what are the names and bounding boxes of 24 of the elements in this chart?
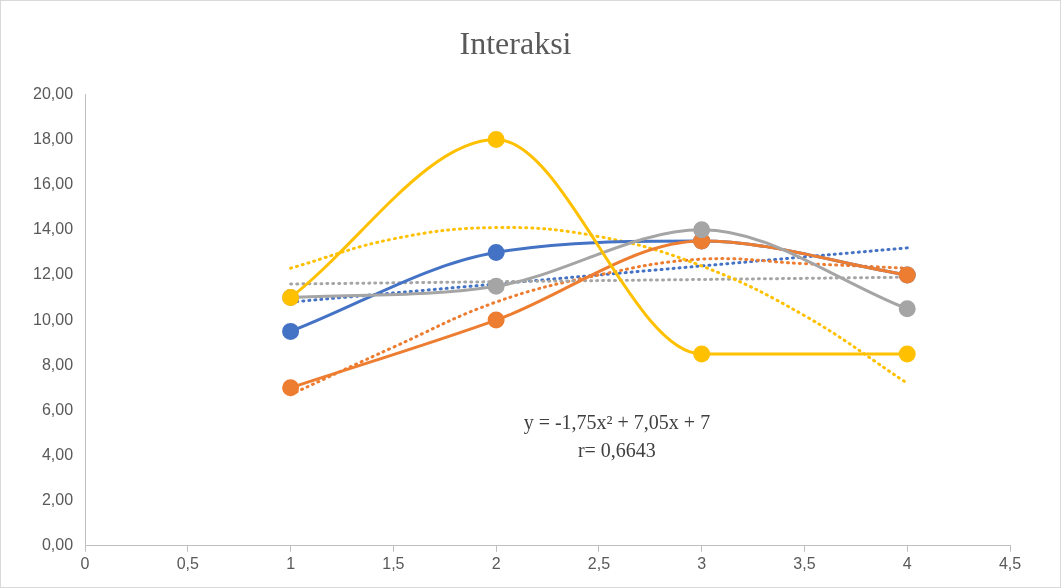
y-tick-label: 18,00	[32, 129, 74, 147]
y-tick-label: 0,00	[41, 536, 74, 554]
y-tick-label: 14,00	[32, 220, 74, 238]
x-tick-label: 2	[491, 554, 501, 572]
y-tick-label: 20,00	[32, 84, 74, 102]
x-tick-label: 0	[80, 554, 90, 572]
y-tick-label: 8,00	[41, 355, 74, 373]
y-tick-label: 12,00	[32, 265, 74, 283]
y-tick-label: 4,00	[41, 445, 74, 463]
y-tick-label: 10,00	[32, 310, 74, 328]
x-tick-label: 0,5	[176, 554, 200, 572]
x-tick-label: 3,5	[793, 554, 816, 572]
x-tick-label: 3	[697, 554, 707, 572]
x-tick-label: 4,5	[998, 554, 1022, 572]
y-tick-label: 16,00	[32, 175, 74, 193]
annotation: r= 0,6643	[577, 439, 656, 462]
x-tick-label: 1	[286, 554, 296, 572]
x-tick-label: 4	[902, 554, 912, 572]
chart-title: Interaksi	[459, 24, 572, 61]
x-tick-label: 2,5	[587, 554, 611, 572]
x-tick-label: 1,5	[382, 554, 405, 572]
annotation: y = -1,75x² + 7,05x + 7	[523, 411, 711, 435]
y-tick-label: 2,00	[41, 491, 74, 509]
y-tick-label: 6,00	[41, 400, 74, 418]
